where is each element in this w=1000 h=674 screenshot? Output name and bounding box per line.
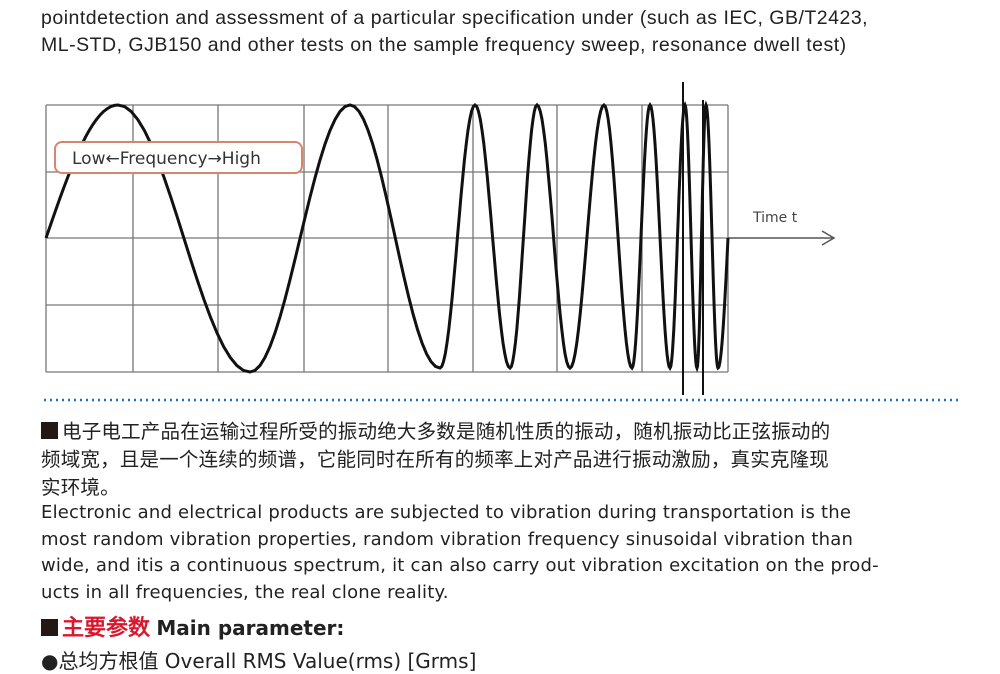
random-en: Electronic and electrical products are s… xyxy=(41,502,879,603)
square-bullet-icon xyxy=(41,422,58,439)
intro-line: ML-STD, GJB150 and other tests on the sa… xyxy=(41,33,847,56)
arrow-icon xyxy=(821,230,836,246)
square-bullet-icon xyxy=(41,619,58,636)
main-parameter-heading: 主要参数 Main parameter: xyxy=(41,610,344,642)
param-item: ●总均方根值 Overall RMS Value(rms) [Grms] xyxy=(41,649,477,673)
intro-text: pointdetection and assessment of a parti… xyxy=(41,5,868,58)
intro-line: pointdetection and assessment of a parti… xyxy=(41,7,869,29)
time-label: Time t xyxy=(752,210,798,226)
sine-sweep-figure: Time t Low←Frequency→High xyxy=(44,82,960,402)
frequency-label: Low←Frequency→High xyxy=(72,149,261,169)
frequency-label-box xyxy=(54,141,303,174)
sweep-wave xyxy=(44,100,730,374)
random-zh: 电子电工产品在运输过程所受的振动绝大多数是随机性质的振动，随机振动比正弦振动的 … xyxy=(41,420,831,499)
